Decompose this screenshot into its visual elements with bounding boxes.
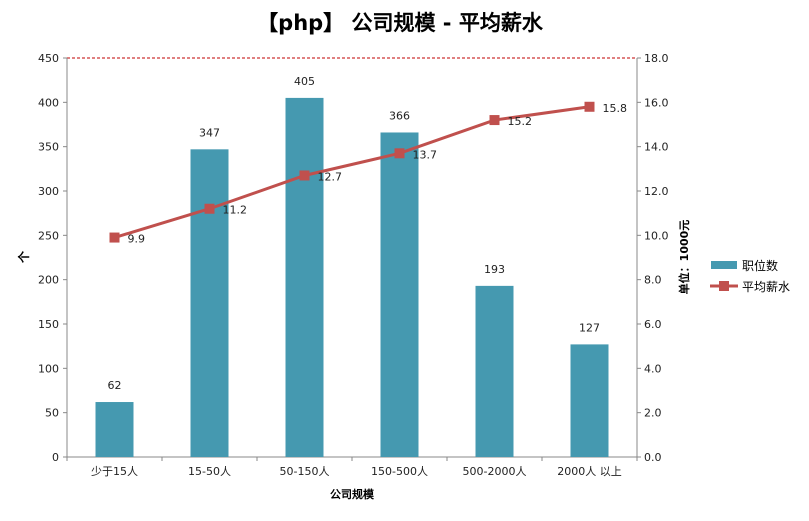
y2-tick-label: 18.0 [644,52,669,65]
line-data-label: 11.2 [223,204,248,217]
chart-title: 【php】 公司规模 - 平均薪水 [257,11,544,35]
y-tick-label: 50 [45,407,59,420]
bar-data-label: 366 [389,109,410,122]
y-axis-label: 个 [16,250,31,264]
y2-tick-label: 16.0 [644,96,669,109]
line-point [204,203,215,214]
legend-line-marker [719,281,729,291]
y-tick-label: 250 [38,229,59,242]
line-data-label: 15.2 [508,115,533,128]
bar [285,97,324,458]
y2-tick-label: 8.0 [644,274,662,287]
y-tick-label: 100 [38,362,59,375]
bar-data-label: 193 [484,263,505,276]
y-tick-label: 400 [38,96,59,109]
y2-axis-label: 单位：1000元 [677,220,691,295]
line-data-label: 12.7 [318,170,343,183]
y2-tick-label: 6.0 [644,318,662,331]
legend-line-label: 平均薪水 [742,280,790,294]
x-tick-label: 2000人 以上 [557,465,622,478]
bar [570,344,609,457]
x-tick-label: 15-50人 [188,465,231,478]
x-axis-label: 公司规模 [330,487,375,501]
line-data-label: 9.9 [128,233,146,246]
bar [380,132,419,458]
x-tick-label: 50-150人 [280,465,330,478]
y2-tick-label: 2.0 [644,407,662,420]
line-data-label: 13.7 [413,148,438,161]
y-tick-label: 300 [38,185,59,198]
bar [95,402,134,457]
y2-tick-label: 10.0 [644,229,669,242]
bar-data-label: 127 [579,321,600,334]
line-point [584,101,595,112]
y2-tick-label: 12.0 [644,185,669,198]
salary-line [114,105,590,239]
line-data-label: 15.8 [603,102,628,115]
line-point [109,232,120,243]
legend-bar-swatch [711,261,737,269]
line-point [394,148,405,159]
x-tick-label: 少于15人 [91,465,138,478]
y2-tick-label: 4.0 [644,362,662,375]
y-tick-label: 200 [38,274,59,287]
bar-data-label: 347 [199,126,220,139]
bar [190,149,229,457]
x-tick-label: 500-2000人 [463,465,527,478]
bar [475,285,514,457]
legend: 职位数 平均薪水 [710,258,790,294]
line-point [299,170,310,181]
line-point [489,115,500,126]
x-tick-label: 150-500人 [371,465,428,478]
legend-bar-label: 职位数 [742,258,778,273]
y2-tick-label: 0.0 [644,451,662,464]
y-tick-label: 450 [38,52,59,65]
y-tick-label: 0 [52,451,59,464]
y2-tick-label: 14.0 [644,141,669,154]
y-tick-label: 350 [38,141,59,154]
bar-data-label: 62 [108,379,122,392]
y-tick-label: 150 [38,318,59,331]
bar-data-label: 405 [294,75,315,88]
